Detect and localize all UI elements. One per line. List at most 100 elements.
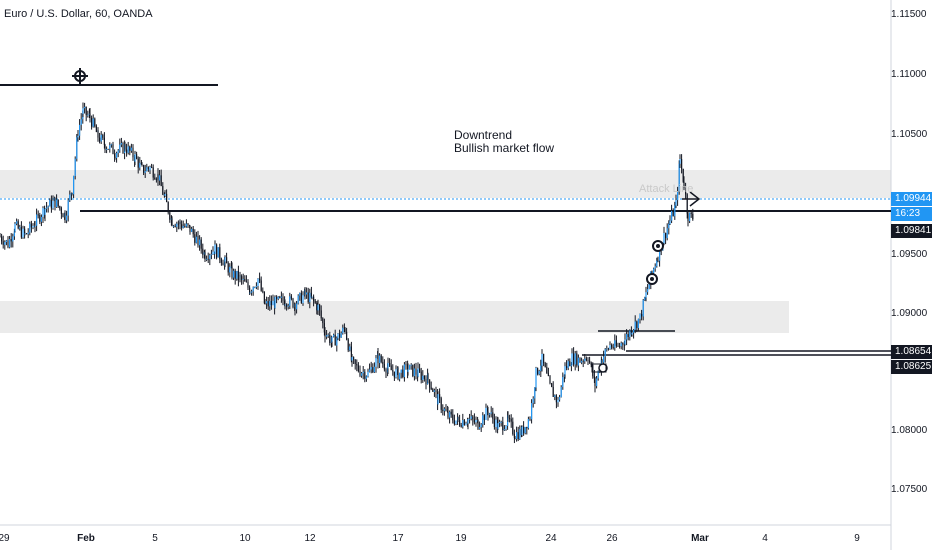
candle-body <box>509 418 511 420</box>
candle-body <box>630 330 632 335</box>
candle-body <box>173 225 175 227</box>
price-label: 1.10500 <box>891 129 928 140</box>
candle-body <box>207 258 209 260</box>
candle-body <box>367 371 369 377</box>
candle-body <box>0 236 1 238</box>
candle-body <box>179 221 181 225</box>
candle-body <box>202 248 204 255</box>
candle-body <box>677 191 679 201</box>
candle-body <box>124 144 126 150</box>
candle-body <box>585 358 587 361</box>
candle-body <box>187 223 189 226</box>
candle-body <box>503 429 505 431</box>
candle-body <box>529 419 531 420</box>
candle-body <box>255 286 257 288</box>
candle-body <box>350 346 352 361</box>
candle-body <box>91 117 93 127</box>
candle-body <box>294 304 296 310</box>
candle-body <box>334 334 336 346</box>
candle-body <box>20 227 22 238</box>
candle-body <box>516 432 518 439</box>
candle-body <box>331 336 333 342</box>
candle-body <box>551 383 553 387</box>
candle-body <box>462 420 464 427</box>
candle-body <box>557 399 559 403</box>
candle-body <box>637 318 639 329</box>
candle-body <box>290 296 292 299</box>
candle-body <box>443 408 445 411</box>
arrow-right-icon <box>682 191 701 207</box>
candle-body <box>563 374 565 378</box>
candle-body <box>687 213 689 222</box>
candle-body <box>249 292 251 294</box>
candle-body <box>100 134 102 142</box>
candle-body <box>668 223 670 229</box>
date-label: 17 <box>392 533 404 544</box>
candle-body <box>24 233 26 235</box>
candle-body <box>174 225 176 227</box>
candle-body <box>571 353 573 365</box>
candle-body <box>323 323 325 333</box>
annotation-market-flow[interactable]: Bullish market flow <box>454 141 555 155</box>
candle-body <box>469 418 471 420</box>
attack-line-label: Attack Line <box>639 183 694 195</box>
candle-body <box>547 373 549 377</box>
candle-body <box>612 347 614 349</box>
candle-body <box>306 292 308 295</box>
candle-body <box>582 360 584 362</box>
candle-body <box>7 240 9 248</box>
candle-body <box>104 144 106 150</box>
candle-body <box>500 421 502 423</box>
candle-body <box>373 366 375 373</box>
candle-body <box>570 364 572 367</box>
candle-body <box>423 375 425 379</box>
candle-body <box>576 353 578 366</box>
candle-body <box>538 370 540 375</box>
candle-body <box>10 239 12 242</box>
candle-body <box>40 216 42 222</box>
candle-body <box>237 270 239 281</box>
candle-body <box>644 297 646 301</box>
candle-body <box>382 361 384 364</box>
candle-body <box>513 433 515 438</box>
candle-body <box>112 144 114 155</box>
candle-body <box>194 234 196 243</box>
candle-body <box>216 244 218 258</box>
candle-body <box>361 373 363 376</box>
candle-body <box>166 193 168 203</box>
candle-body <box>487 411 489 415</box>
candle-body <box>483 415 485 421</box>
candle-body <box>66 215 68 221</box>
annotation-downtrend[interactable]: Downtrend <box>454 128 513 142</box>
candle-body <box>535 367 537 388</box>
candle-body <box>619 346 621 347</box>
candle-body <box>683 181 685 188</box>
candle-body <box>254 287 256 288</box>
candle-body <box>614 340 616 348</box>
target-marker-icon <box>646 273 658 285</box>
candle-body <box>2 241 4 245</box>
candle-body <box>519 429 521 440</box>
candle-body <box>184 226 186 227</box>
candle-body <box>465 423 467 425</box>
candle-body <box>149 166 151 171</box>
candle-body <box>357 365 359 372</box>
candle-body <box>453 420 455 425</box>
candle-body <box>671 210 673 221</box>
candle-body <box>77 135 79 138</box>
candle-body <box>181 224 183 228</box>
candle-body <box>300 293 302 304</box>
candle-body <box>56 199 58 207</box>
candle-body <box>392 370 394 372</box>
candle-body <box>119 144 121 151</box>
candle-body <box>195 236 197 243</box>
candle-body <box>333 334 335 337</box>
candle-body <box>106 148 108 150</box>
candle-body <box>497 423 499 430</box>
candle-body <box>531 403 533 420</box>
candle-body <box>442 409 444 411</box>
candle-body <box>387 363 389 369</box>
candle-body <box>151 166 153 168</box>
candle-body <box>659 246 661 261</box>
